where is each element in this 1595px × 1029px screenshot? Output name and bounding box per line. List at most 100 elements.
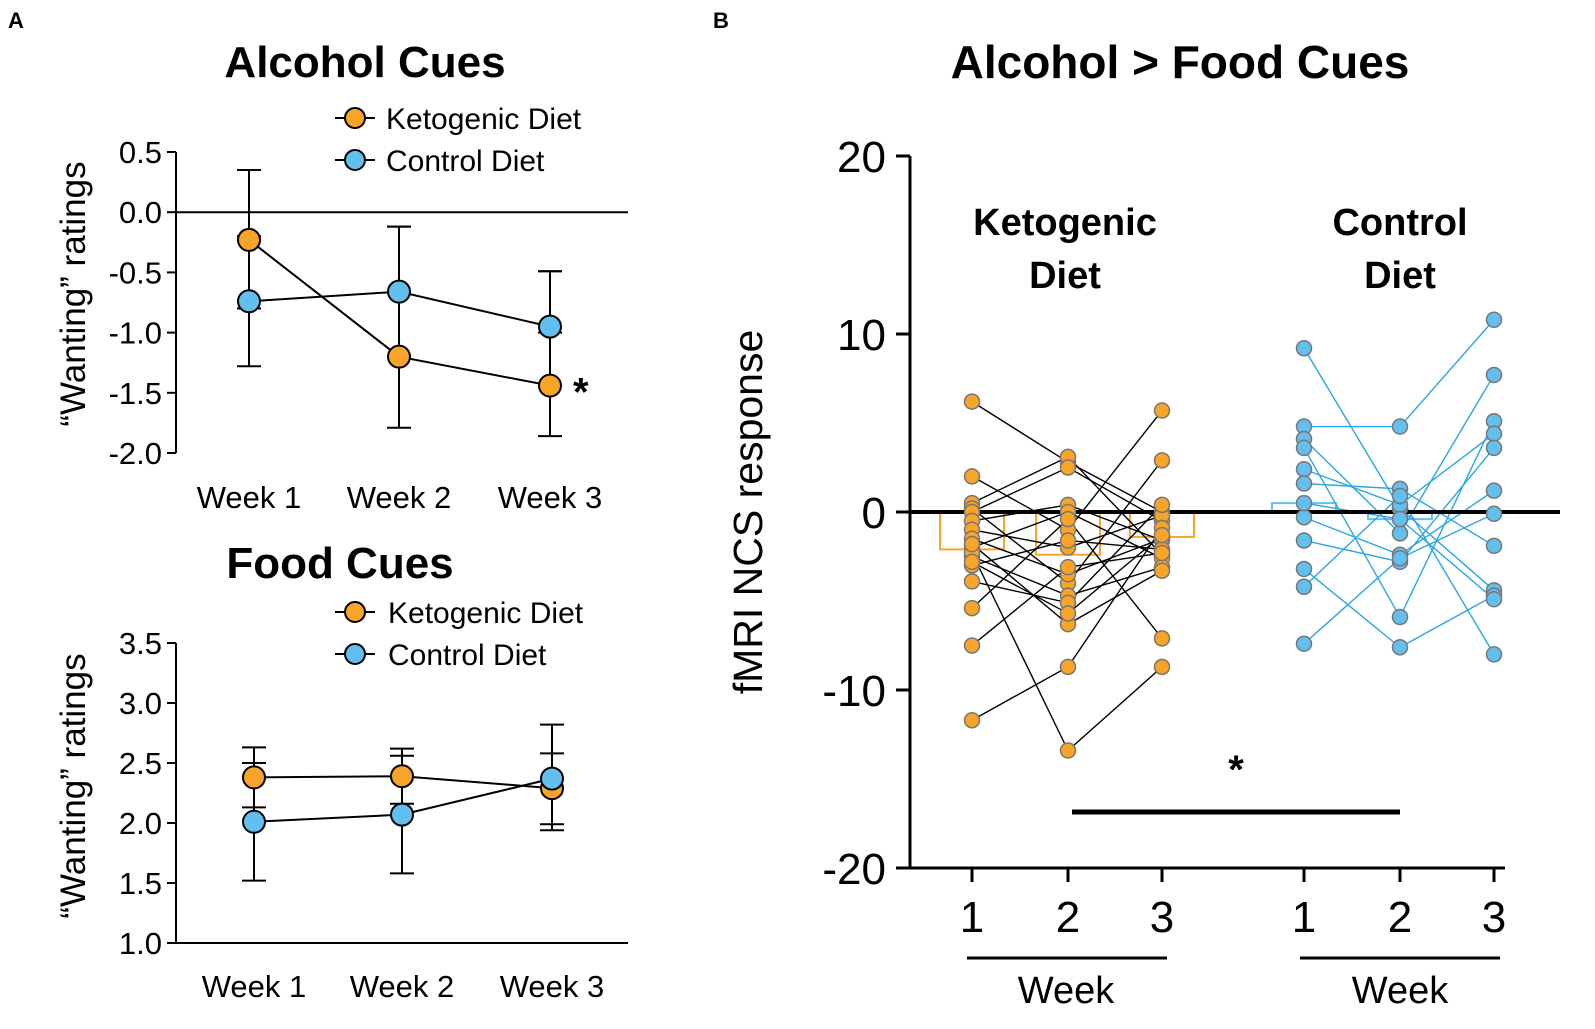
- data-point: [538, 373, 562, 398]
- y-tick-label: 1.0: [119, 926, 162, 961]
- y-tick-label: 0.5: [119, 135, 162, 170]
- subject-point: [1485, 439, 1503, 457]
- significance-marker: *: [1228, 748, 1244, 792]
- data-point: [390, 764, 414, 789]
- subject-point: [1295, 532, 1313, 549]
- subject-point: [1485, 425, 1503, 442]
- data-point: [242, 765, 266, 790]
- group-label-control-line2: Diet: [1364, 255, 1436, 297]
- subject-point: [1059, 510, 1077, 528]
- subject-point: [963, 712, 981, 729]
- subject-point: [1485, 646, 1503, 663]
- y-axis-label: “Wanting” ratings: [54, 653, 93, 918]
- week-label-ketogenic: Week: [1018, 970, 1115, 1012]
- y-tick-label: -0.5: [109, 255, 162, 290]
- data-point: [387, 344, 411, 369]
- subject-point: [1391, 608, 1409, 626]
- data-point: [237, 289, 261, 314]
- y-axis-label: “Wanting” ratings: [54, 161, 93, 426]
- subject-point: [963, 553, 981, 571]
- subject-point: [1153, 562, 1171, 579]
- subject-point: [963, 393, 981, 410]
- x-tick-label: Week 3: [498, 480, 603, 515]
- panel-b-label: B: [713, 8, 729, 33]
- legend-label-ketogenic: Ketogenic Diet: [388, 597, 584, 630]
- data-point: [390, 802, 414, 827]
- subject-point: [1485, 311, 1503, 329]
- subject-line: [1304, 319, 1495, 428]
- y-tick-label: 0: [862, 489, 886, 538]
- y-axis-label: fMRI NCS response: [725, 330, 771, 695]
- data-point: [237, 227, 261, 252]
- y-tick-label: -1.0: [109, 316, 162, 351]
- chart-title: Food Cues: [226, 539, 453, 588]
- x-tick-label: 2: [1056, 893, 1080, 942]
- legend-marker-ketogenic: [344, 601, 366, 623]
- data-point: [387, 279, 411, 304]
- group-label-ketogenic-line2: Diet: [1029, 255, 1101, 297]
- y-tick-label: 3.0: [119, 686, 162, 721]
- subject-point: [1391, 550, 1409, 567]
- x-tick-label: 1: [960, 893, 984, 942]
- subject-point: [1391, 510, 1409, 528]
- subject-point: [1391, 487, 1409, 505]
- subject-point: [1153, 544, 1171, 562]
- group-label-control-line1: Control: [1332, 202, 1467, 244]
- x-tick-label: Week 2: [347, 480, 452, 515]
- data-point: [538, 314, 562, 339]
- subject-point: [1295, 339, 1313, 357]
- subject-point: [1295, 635, 1313, 652]
- chart-fmri-ncs: Alcohol > Food Cues fMRI NCS response Ke…: [725, 36, 1560, 1012]
- subject-point: [1153, 526, 1171, 544]
- subject-point: [1153, 402, 1171, 419]
- subject-point: [1295, 509, 1313, 526]
- subject-point: [1391, 418, 1409, 435]
- legend-marker-control: [344, 149, 366, 171]
- subject-point: [1485, 482, 1503, 499]
- subject-point: [1059, 742, 1077, 759]
- subject-point: [1059, 532, 1077, 549]
- week-label-control: Week: [1352, 970, 1449, 1012]
- subject-point: [1295, 475, 1313, 492]
- chart-alcohol-cues: Alcohol Cues “Wanting” ratings 0.5 0.0 -0.…: [54, 38, 628, 515]
- y-tick-label: -2.0: [109, 436, 162, 471]
- y-tick-label: -1.5: [109, 376, 162, 411]
- y-tick-label: 10: [837, 311, 886, 360]
- subject-point: [1391, 525, 1409, 542]
- chart-food-cues: Food Cues “Wanting” ratings 3.5 3.0 2.5 2.0…: [54, 539, 628, 1004]
- data-point: [242, 809, 266, 834]
- y-tick-label: 0.0: [119, 195, 162, 230]
- panel-a-label: A: [8, 8, 24, 33]
- x-tick-label: 1: [1292, 893, 1316, 942]
- x-tick-label: 3: [1150, 893, 1174, 942]
- y-tick-label: 20: [837, 133, 886, 182]
- subject-point: [1153, 658, 1171, 676]
- legend-label-control: Control Diet: [386, 145, 545, 178]
- legend: Ketogenic Diet Control Diet: [335, 103, 582, 178]
- y-tick-label: -10: [822, 667, 886, 716]
- x-tick-label: Week 1: [197, 480, 302, 515]
- y-tick-label: 2.0: [119, 806, 162, 841]
- subject-point: [1485, 590, 1503, 608]
- x-tick-label: 3: [1482, 893, 1506, 942]
- subject-point: [1153, 630, 1171, 647]
- subject-point: [1295, 461, 1313, 478]
- subject-point: [1295, 578, 1313, 596]
- group-label-ketogenic-line1: Ketogenic: [973, 202, 1157, 244]
- subject-point: [1391, 639, 1409, 656]
- x-tick-label: Week 1: [202, 969, 307, 1004]
- x-tick-label: Week 3: [500, 969, 605, 1004]
- subject-point: [1059, 459, 1077, 476]
- subject-point: [963, 535, 981, 553]
- subject-point: [1059, 558, 1077, 576]
- chart-title: Alcohol > Food Cues: [951, 36, 1410, 88]
- significance-marker: *: [573, 371, 589, 415]
- subject-point: [1295, 494, 1313, 512]
- subject-point: [1059, 658, 1077, 676]
- chart-title: Alcohol Cues: [224, 38, 505, 87]
- x-tick-label: Week 2: [350, 969, 455, 1004]
- y-tick-label: 2.5: [119, 746, 162, 781]
- y-tick-label: 1.5: [119, 866, 162, 901]
- subject-point: [1485, 366, 1503, 384]
